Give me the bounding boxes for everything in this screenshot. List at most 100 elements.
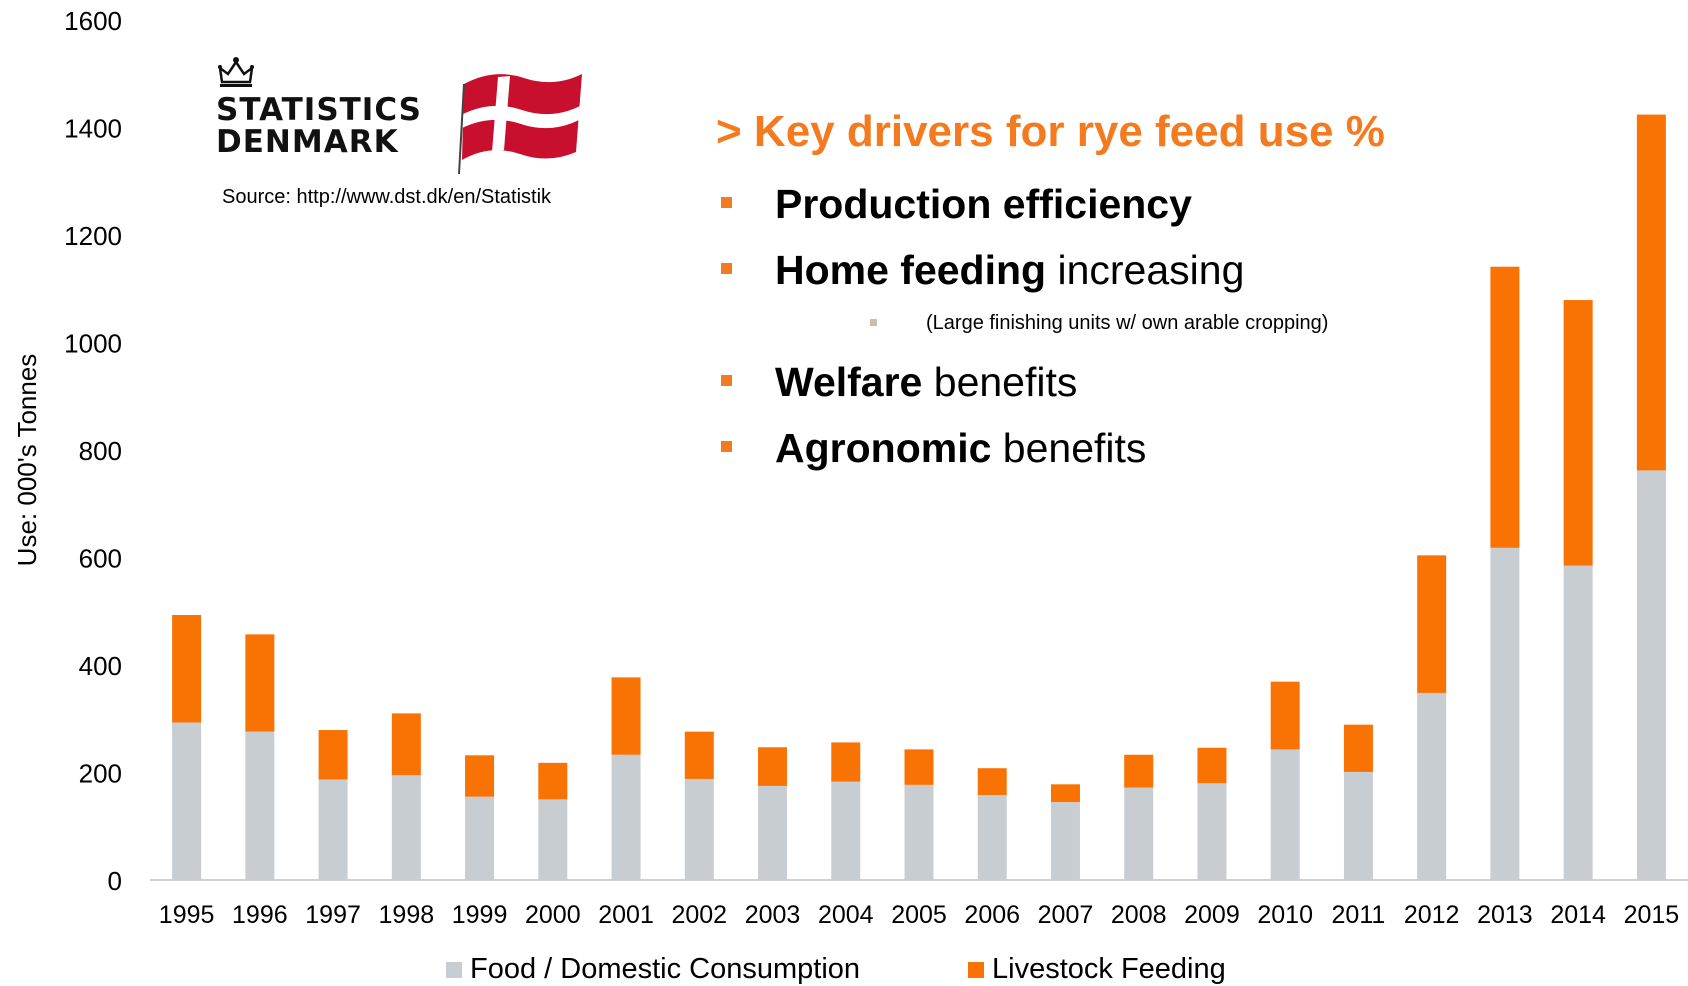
bar-food-2015 — [1636, 470, 1666, 880]
bar-livestock-2000 — [538, 762, 568, 800]
x-tick-label: 2006 — [964, 901, 1020, 929]
bar-food-2007 — [1050, 802, 1080, 880]
bar-food-1997 — [318, 779, 348, 880]
square-bullet-icon — [721, 263, 732, 274]
bar-food-2004 — [831, 781, 861, 880]
x-tick-label: 1995 — [159, 901, 215, 929]
bar-food-2014 — [1563, 565, 1593, 880]
bar-food-2005 — [904, 784, 934, 880]
bar-livestock-2008 — [1124, 754, 1154, 788]
bar-livestock-1996 — [245, 634, 275, 732]
y-tick-label: 1600 — [64, 6, 122, 36]
y-tick-label: 400 — [79, 651, 122, 681]
y-tick-label: 1200 — [64, 221, 122, 251]
bar-livestock-1998 — [391, 713, 421, 776]
x-tick-label: 2013 — [1477, 901, 1533, 929]
x-tick-label: 2003 — [745, 901, 801, 929]
x-tick-label: 2002 — [671, 901, 727, 929]
bar-livestock-2009 — [1197, 747, 1227, 784]
y-tick-label: 0 — [108, 866, 122, 896]
bar-livestock-2004 — [831, 742, 861, 782]
square-bullet-icon — [721, 197, 732, 208]
bar-food-2006 — [977, 795, 1007, 880]
key-drivers-panel: > Key drivers for rye feed use % Product… — [716, 104, 1385, 471]
bar-livestock-2012 — [1417, 555, 1447, 693]
driver-bold-text: Production efficiency — [775, 181, 1192, 227]
bar-livestock-2010 — [1270, 681, 1300, 750]
bar-food-2001 — [611, 754, 641, 880]
square-bullet-icon — [721, 441, 732, 452]
y-axis: 0 200 400 600 800 1000 1200 1400 1600 — [64, 6, 122, 896]
bar-food-2002 — [684, 778, 714, 880]
x-tick-label: 2000 — [525, 901, 581, 929]
legend-swatch-livestock — [968, 962, 984, 978]
crown-icon — [218, 57, 254, 87]
x-tick-label: 2015 — [1624, 901, 1680, 929]
x-tick-label: 2009 — [1184, 901, 1240, 929]
x-tick-label: 2008 — [1111, 901, 1167, 929]
bar-food-1999 — [465, 796, 495, 880]
driver-rest-text: benefits — [922, 359, 1078, 405]
logo-text-line2: DENMARK — [216, 124, 399, 160]
bar-livestock-2014 — [1563, 300, 1593, 566]
bar-livestock-2001 — [611, 677, 641, 755]
x-tick-label: 1998 — [379, 901, 435, 929]
x-tick-label: 2011 — [1332, 901, 1386, 929]
y-tick-label: 1400 — [64, 114, 122, 144]
x-tick-label: 2001 — [598, 901, 654, 929]
x-axis: 1995 1996 1997 1998 1999 2000 2001 2002 2003 2004… — [159, 901, 1679, 929]
driver-sub-text: (Large finishing units w/ own arable cro… — [926, 312, 1329, 334]
x-tick-label: 2012 — [1404, 901, 1460, 929]
bar-food-2008 — [1124, 787, 1154, 880]
y-tick-label: 600 — [79, 544, 122, 574]
x-tick-label: 2010 — [1257, 901, 1313, 929]
x-tick-label: 2004 — [818, 901, 874, 929]
x-tick-label: 2007 — [1038, 901, 1094, 929]
danish-flag-icon — [458, 74, 582, 175]
bar-livestock-2003 — [758, 747, 788, 786]
bar-livestock-1995 — [172, 615, 202, 723]
driver-rest-text: benefits — [991, 425, 1147, 471]
bar-food-2012 — [1417, 692, 1447, 880]
logo-text-line1: STATISTICS — [216, 92, 422, 128]
x-tick-label: 2005 — [891, 901, 947, 929]
square-bullet-icon — [721, 375, 732, 386]
small-square-bullet-icon — [870, 319, 877, 326]
y-tick-label: 1000 — [64, 329, 122, 359]
bar-livestock-2002 — [684, 731, 714, 779]
legend-label-food: Food / Domestic Consumption — [470, 953, 861, 985]
bar-food-1998 — [391, 775, 421, 880]
driver-bold-text: Welfare — [775, 359, 923, 405]
bar-food-1995 — [172, 722, 202, 880]
bar-livestock-2013 — [1490, 266, 1520, 548]
x-tick-label: 1996 — [232, 901, 288, 929]
bar-livestock-1999 — [465, 755, 495, 797]
legend-swatch-food — [446, 962, 462, 978]
bar-food-2011 — [1343, 771, 1373, 880]
x-tick-label: 1997 — [305, 901, 361, 929]
bar-livestock-2007 — [1050, 784, 1080, 803]
bar-livestock-2005 — [904, 749, 934, 785]
bar-food-2000 — [538, 799, 568, 880]
statistics-denmark-logo: STATISTICS DENMARK — [216, 56, 586, 176]
bar-food-2010 — [1270, 749, 1300, 880]
bar-food-2013 — [1490, 547, 1520, 880]
driver-rest-text: increasing — [1046, 247, 1245, 293]
bars-group — [172, 114, 1666, 880]
bar-food-2009 — [1197, 783, 1227, 880]
bar-food-2003 — [758, 785, 788, 880]
key-drivers-title: > Key drivers for rye feed use % — [716, 107, 1385, 156]
legend-label-livestock: Livestock Feeding — [992, 953, 1226, 985]
bar-livestock-2015 — [1636, 114, 1666, 471]
x-tick-label: 1999 — [452, 901, 508, 929]
bar-food-1996 — [245, 731, 275, 880]
bar-livestock-1997 — [318, 730, 348, 780]
x-tick-label: 2014 — [1550, 901, 1606, 929]
driver-bold-text: Agronomic — [775, 425, 992, 471]
bar-livestock-2006 — [977, 768, 1007, 796]
bar-livestock-2011 — [1343, 724, 1373, 772]
y-tick-label: 800 — [79, 436, 122, 466]
y-tick-label: 200 — [79, 759, 122, 789]
y-axis-label: Use: 000's Tonnes — [12, 354, 42, 567]
